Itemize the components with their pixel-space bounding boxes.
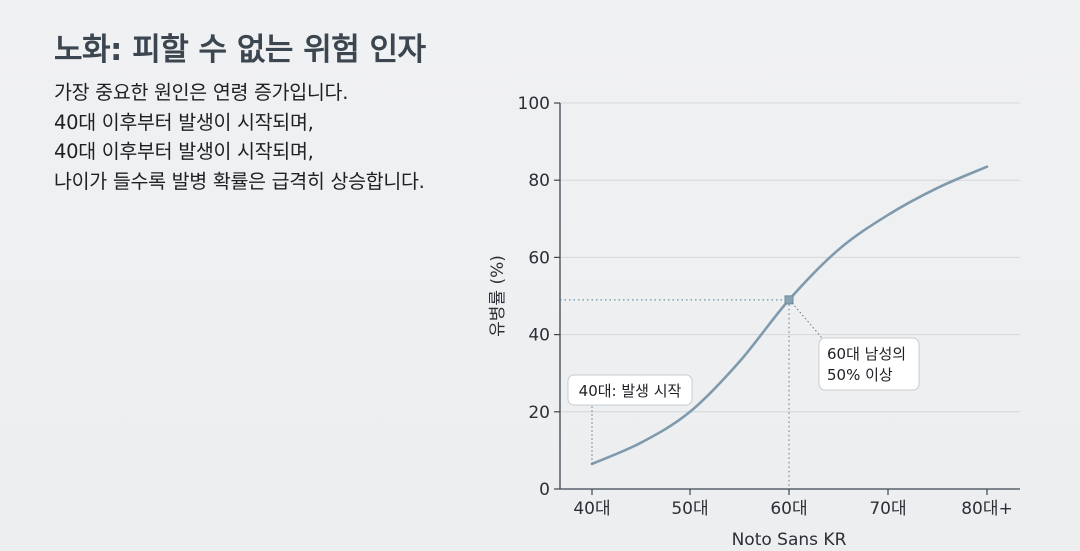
y-tick-label: 60	[528, 248, 550, 268]
body-text: 가장 중요한 원인은 연령 증가입니다. 40대 이후부터 발생이 시작되며, …	[54, 78, 494, 196]
highlight-point	[784, 295, 794, 305]
y-tick-label: 0	[539, 480, 550, 500]
body-line: 나이가 들수록 발병 확률은 급격히 상승합니다.	[54, 169, 425, 193]
slide-title: 노화: 피할 수 없는 위험 인자	[54, 32, 426, 68]
y-tick-label: 40	[528, 326, 550, 346]
x-tick-label: 50대	[671, 499, 708, 519]
annotation-label: 60대 남성의	[827, 345, 906, 363]
series-line	[590, 165, 989, 466]
x-tick-label: 70대	[869, 499, 906, 519]
annotation-label: 40대: 발생 시작	[579, 382, 682, 400]
x-tick-label: 80대+	[961, 499, 1013, 519]
annotation-box	[567, 374, 693, 406]
x-axis-title: Noto Sans KR	[732, 530, 847, 550]
body-line: 40대 이후부터 발생이 시작되며,	[54, 140, 314, 163]
y-tick-label: 80	[528, 171, 550, 191]
x-tick-label: 40대	[573, 499, 610, 519]
body-line: 가장 중요한 원인은 연령 증가입니다.	[54, 81, 349, 104]
body-line: 40대 이후부터 발생이 시작되며,	[54, 110, 314, 134]
y-tick-label: 100	[518, 94, 550, 114]
annotation-label: 50% 이상	[827, 366, 893, 384]
y-tick-label: 20	[528, 403, 550, 423]
annotation-box	[818, 337, 920, 391]
y-axis-title: 유병률 (%)	[488, 255, 508, 337]
x-tick-label: 60대	[770, 499, 807, 519]
annotation-leader	[791, 302, 823, 339]
